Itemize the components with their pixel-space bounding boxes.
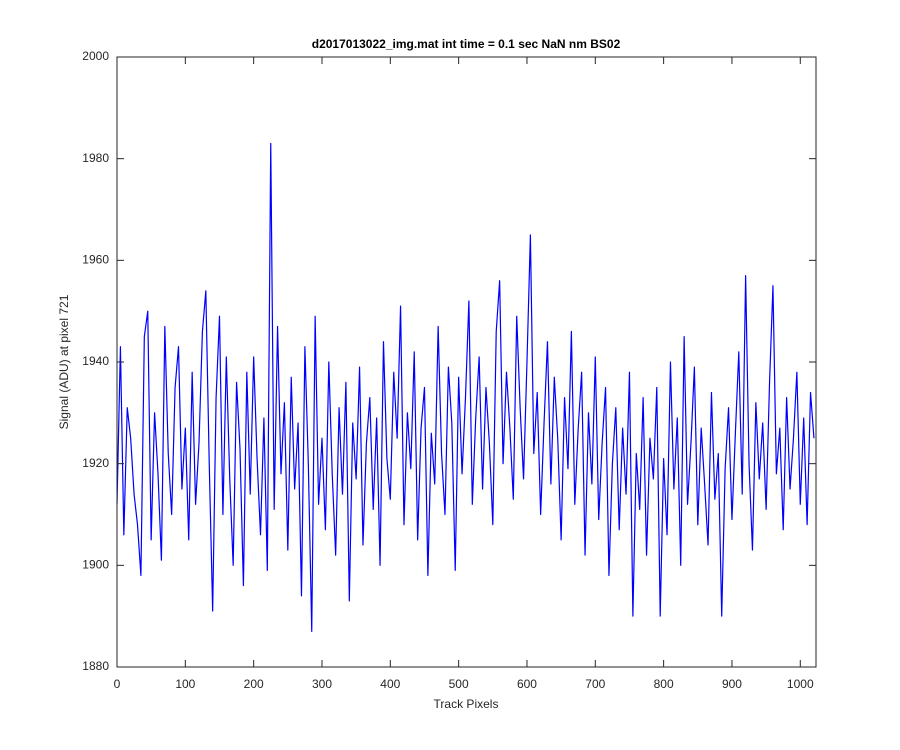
y-tick-label: 1960 <box>82 253 109 267</box>
x-tick-label: 800 <box>654 677 674 691</box>
x-tick-label: 100 <box>175 677 195 691</box>
x-tick-label: 0 <box>114 677 121 691</box>
y-tick-label: 1940 <box>82 354 109 368</box>
x-axis-label: Track Pixels <box>434 697 499 711</box>
x-tick-label: 500 <box>449 677 469 691</box>
y-tick-label: 1900 <box>82 558 109 572</box>
x-tick-label: 1000 <box>787 677 814 691</box>
x-tick-label: 900 <box>722 677 742 691</box>
y-tick-label: 2000 <box>82 49 109 63</box>
chart-title: d2017013022_img.mat int time = 0.1 sec N… <box>312 37 621 51</box>
x-tick-label: 300 <box>312 677 332 691</box>
data-line <box>116 142 815 633</box>
x-tick-label: 600 <box>517 677 537 691</box>
x-tick-label: 200 <box>244 677 264 691</box>
x-tick-label: 700 <box>585 677 605 691</box>
y-tick-label: 1880 <box>82 659 109 673</box>
x-tick-label: 400 <box>380 677 400 691</box>
y-tick-label: 1920 <box>82 456 109 470</box>
y-axis-label: Signal (ADU) at pixel 721 <box>57 294 71 429</box>
y-tick-label: 1980 <box>82 151 109 165</box>
